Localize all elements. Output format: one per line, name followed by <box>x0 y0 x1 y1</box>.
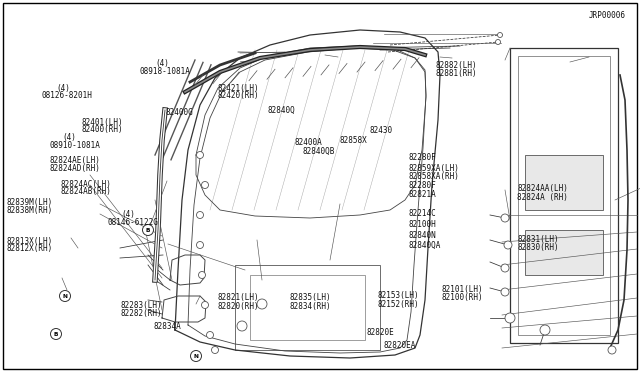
Text: 82820EA: 82820EA <box>384 341 417 350</box>
Bar <box>525 155 603 210</box>
Circle shape <box>143 224 154 235</box>
Bar <box>235 265 380 350</box>
Text: (4): (4) <box>122 210 136 219</box>
Text: 82401(LH): 82401(LH) <box>82 118 124 126</box>
Text: 82400(RH): 82400(RH) <box>82 125 124 134</box>
Circle shape <box>191 350 202 362</box>
Text: (4): (4) <box>155 59 169 68</box>
Text: 82839M(LH): 82839M(LH) <box>6 198 52 207</box>
Text: 82824A (RH): 82824A (RH) <box>517 193 568 202</box>
Text: 82840QA: 82840QA <box>408 241 441 250</box>
Text: 82280F: 82280F <box>408 181 436 190</box>
Bar <box>525 230 603 275</box>
Circle shape <box>60 291 70 301</box>
Text: 82430: 82430 <box>370 126 393 135</box>
Circle shape <box>501 288 509 296</box>
Text: 82280F: 82280F <box>408 153 436 162</box>
Text: 82821A: 82821A <box>408 190 436 199</box>
Text: 82835(LH): 82835(LH) <box>289 293 331 302</box>
Text: 82840QB: 82840QB <box>302 147 335 156</box>
Bar <box>510 48 618 343</box>
Text: 82820(RH): 82820(RH) <box>218 302 259 311</box>
Text: N: N <box>193 353 198 359</box>
Text: 08910-1081A: 08910-1081A <box>50 141 100 150</box>
Circle shape <box>51 328 61 340</box>
Text: 82824AA(LH): 82824AA(LH) <box>517 185 568 193</box>
Circle shape <box>257 299 267 309</box>
Text: JRP00006: JRP00006 <box>589 11 626 20</box>
Circle shape <box>540 325 550 335</box>
Text: 82838M(RH): 82838M(RH) <box>6 206 52 215</box>
Text: 82824AB(RH): 82824AB(RH) <box>61 187 111 196</box>
Bar <box>518 56 610 335</box>
Circle shape <box>608 346 616 354</box>
Text: B: B <box>54 331 58 337</box>
Text: 82831(LH): 82831(LH) <box>517 235 559 244</box>
Circle shape <box>207 331 214 339</box>
Text: 82824AC(LH): 82824AC(LH) <box>61 180 111 189</box>
Text: N: N <box>63 294 67 298</box>
Text: 82420(RH): 82420(RH) <box>218 92 259 100</box>
Text: 82400A: 82400A <box>294 138 322 147</box>
Text: 82858XA(RH): 82858XA(RH) <box>408 172 459 181</box>
Text: 82830(RH): 82830(RH) <box>517 243 559 252</box>
Text: 82813X(LH): 82813X(LH) <box>6 237 52 246</box>
Circle shape <box>495 39 500 45</box>
Text: 82400G: 82400G <box>165 108 193 117</box>
Circle shape <box>202 301 209 308</box>
Text: 82824AE(LH): 82824AE(LH) <box>50 156 100 165</box>
Text: B: B <box>146 228 150 232</box>
Text: 82820E: 82820E <box>366 328 394 337</box>
Text: 82840Q: 82840Q <box>268 106 295 115</box>
Text: 08126-8201H: 08126-8201H <box>42 92 92 100</box>
Text: 82859XA(LH): 82859XA(LH) <box>408 164 459 173</box>
Text: 82214C: 82214C <box>408 209 436 218</box>
Text: 82824AD(RH): 82824AD(RH) <box>50 164 100 173</box>
Circle shape <box>202 182 209 189</box>
Text: 82282(RH): 82282(RH) <box>120 309 162 318</box>
Text: 82421(LH): 82421(LH) <box>218 84 259 93</box>
Text: 82834A: 82834A <box>154 322 181 331</box>
Circle shape <box>504 241 512 249</box>
Text: (4): (4) <box>56 84 70 93</box>
Text: 82812X(RH): 82812X(RH) <box>6 244 52 253</box>
Text: 08918-1081A: 08918-1081A <box>140 67 190 76</box>
Text: 82858X: 82858X <box>339 136 367 145</box>
Text: 82881(RH): 82881(RH) <box>435 69 477 78</box>
Text: (4): (4) <box>63 133 77 142</box>
Circle shape <box>501 214 509 222</box>
Text: 82100(RH): 82100(RH) <box>442 293 483 302</box>
Text: 82283(LH): 82283(LH) <box>120 301 162 310</box>
Text: 82821(LH): 82821(LH) <box>218 293 259 302</box>
Text: 82834(RH): 82834(RH) <box>289 302 331 311</box>
Circle shape <box>237 321 247 331</box>
Text: 82152(RH): 82152(RH) <box>378 300 419 309</box>
Circle shape <box>497 32 502 38</box>
Text: 82101(LH): 82101(LH) <box>442 285 483 294</box>
Circle shape <box>211 346 218 353</box>
Circle shape <box>501 264 509 272</box>
Circle shape <box>505 313 515 323</box>
Text: 82882(LH): 82882(LH) <box>435 61 477 70</box>
Bar <box>250 275 365 340</box>
Circle shape <box>196 241 204 248</box>
Circle shape <box>196 151 204 158</box>
Circle shape <box>198 272 205 279</box>
Circle shape <box>196 212 204 218</box>
Text: 08146-6122G: 08146-6122G <box>108 218 158 227</box>
Text: 82840N: 82840N <box>408 231 436 240</box>
Text: 82153(LH): 82153(LH) <box>378 291 419 300</box>
Text: 82100H: 82100H <box>408 220 436 229</box>
